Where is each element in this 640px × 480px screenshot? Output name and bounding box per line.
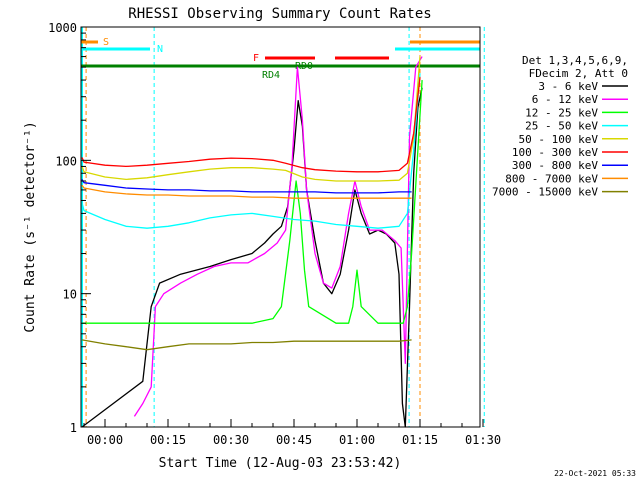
annotation-rd4: RD4	[262, 70, 280, 81]
series-line-8	[81, 339, 412, 351]
series-line-3	[81, 73, 421, 229]
y-tick-label-3: 1000	[48, 21, 77, 35]
legend-label-7: 800 - 7000 keV	[505, 172, 598, 185]
x-tick-label-5: 01:15	[402, 433, 438, 447]
x-tick-label-1: 00:15	[150, 433, 186, 447]
x-tick-label-2: 00:30	[213, 433, 249, 447]
series-line-5	[81, 77, 421, 173]
x-axis-label: Start Time (12-Aug-03 23:53:42)	[159, 456, 402, 471]
y-axis: 1 10 100 1000	[48, 21, 91, 435]
legend-label-1: 6 - 12 keV	[532, 93, 599, 106]
x-axis: 00:00 00:15 00:30 00:45 01:00 01:15 01:30	[83, 419, 501, 447]
x-tick-label-3: 00:45	[276, 433, 312, 447]
series-line-1	[133, 56, 423, 417]
legend-label-2: 12 - 25 keV	[525, 106, 598, 119]
legend-label-8: 7000 - 15000 keV	[492, 186, 598, 199]
series-line-0	[81, 87, 423, 428]
legend-label-5: 100 - 300 keV	[512, 146, 598, 159]
series-line-2	[82, 80, 423, 324]
y-axis-label: Count Rate (s⁻¹ detector⁻¹)	[23, 121, 38, 332]
y-tick-label-2: 100	[55, 154, 77, 168]
y-tick-label-0: 1	[70, 421, 77, 435]
legend-label-6: 300 - 800 keV	[512, 159, 598, 172]
timestamp: 22-Oct-2021 05:33	[554, 469, 636, 478]
y-tick-label-1: 10	[63, 288, 77, 302]
legend-label-4: 50 - 100 keV	[519, 133, 599, 146]
legend-header-0: Det 1,3,4,5,6,9,	[522, 54, 628, 67]
series-line-4	[81, 56, 421, 182]
x-tick-label-6: 01:30	[465, 433, 501, 447]
legend-label-0: 3 - 6 keV	[538, 80, 598, 93]
legend: Det 1,3,4,5,6,9,FDecim 2, Att 03 - 6 keV…	[492, 54, 628, 199]
x-tick-label-0: 00:00	[87, 433, 123, 447]
legend-label-3: 25 - 50 keV	[525, 120, 598, 133]
annotation-rd0: RD0	[295, 61, 313, 72]
plot-frame	[80, 26, 481, 428]
annotation-s: S	[103, 37, 109, 48]
series-line-7	[81, 184, 412, 199]
annotation-n: N	[157, 44, 163, 55]
x-tick-label-4: 01:00	[339, 433, 375, 447]
chart-title: RHESSI Observing Summary Count Rates	[128, 6, 431, 22]
annotation-f: F	[253, 53, 259, 64]
legend-header-1: FDecim 2, Att 0	[529, 67, 628, 80]
series-line-6	[81, 179, 412, 194]
